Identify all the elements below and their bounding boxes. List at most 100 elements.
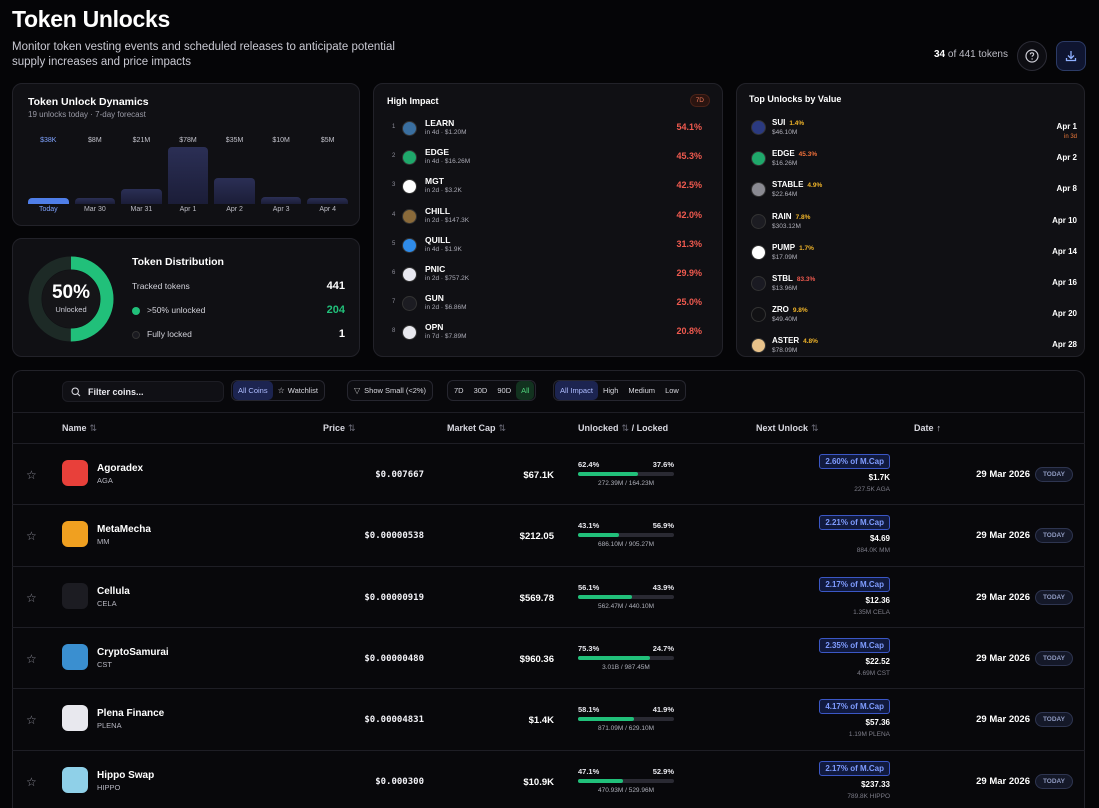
col-name[interactable]: Name ⇅ <box>62 423 97 434</box>
search-icon <box>71 386 81 396</box>
coin-price: $0.00004831 <box>364 715 424 726</box>
ring-percent: 50% <box>51 282 91 303</box>
unlock-value: $78.09M <box>772 347 798 355</box>
col-unlocked-label: Unlocked <box>578 423 619 433</box>
watchlist-star-icon[interactable]: ☆ <box>26 774 37 789</box>
high-impact-item[interactable]: 6 PNIC in 2d · $757.2K 29.9% <box>390 264 710 288</box>
col-unlocked[interactable]: Unlocked ⇅ / Locked <box>578 423 668 434</box>
top-unlock-item[interactable]: SUI 1.4% $46.10M Apr 1 in 3d <box>749 118 1079 144</box>
unlock-date: Apr 16 <box>1052 278 1077 287</box>
table-row[interactable]: ☆ MetaMecha MM $0.00000538 $212.05 43.1% 56.9%… <box>12 504 1085 566</box>
token-logo-icon <box>751 307 766 323</box>
impact-high[interactable]: High <box>602 386 619 395</box>
bar-6[interactable] <box>307 198 348 204</box>
bar-date-label: Apr 2 <box>226 206 243 213</box>
coin-name[interactable]: Hippo Swap <box>97 769 155 781</box>
unlock-value: $22.64M <box>772 191 798 199</box>
range-badge: 7D <box>689 94 710 107</box>
token-logo-icon <box>751 120 766 135</box>
download-button[interactable] <box>1056 41 1086 71</box>
top-unlock-item[interactable]: ASTER 4.8% $78.09M Apr 28 <box>749 336 1079 362</box>
ring-progress <box>28 256 114 342</box>
table-row[interactable]: ☆ Cellula CELA $0.00000919 $569.78 56.1% 43.9%… <box>12 565 1085 628</box>
table-row[interactable]: ☆ Agoradex AGA $0.007667 $67.1K 62.4% 37.6% 272… <box>12 443 1085 505</box>
high-impact-item[interactable]: 5 QUILL in 4d · $1.9K 31.3% <box>390 235 710 259</box>
coin-name[interactable]: Cellula <box>97 585 130 597</box>
unlock-dynamics-card: Token Unlock Dynamics 19 unlocks today ·… <box>12 83 360 226</box>
unlock-date: 29 Mar 2026 <box>976 714 1030 726</box>
unlock-value: $16.26M <box>772 160 798 168</box>
col-date[interactable]: Date ↑ <box>914 423 941 433</box>
supply-percent: 4.8% <box>803 338 818 346</box>
scope-watchlist[interactable]: ☆ Watchlist <box>273 381 323 400</box>
impact-medium[interactable]: Medium <box>628 386 656 395</box>
supply-percent: 45.3% <box>798 151 818 159</box>
range-90d[interactable]: 90D <box>497 386 512 395</box>
top-unlock-item[interactable]: PUMP 1.7% $17.09M Apr 14 <box>749 243 1079 269</box>
watchlist-star-icon[interactable]: ☆ <box>26 651 37 666</box>
table-row[interactable]: ☆ Hippo Swap HIPPO $0.000300 $10.9K 47.1% 52.9… <box>12 749 1085 808</box>
impact-all[interactable]: All Impact <box>555 381 598 400</box>
token-name-line: ASTER 4.8% <box>772 336 818 345</box>
col-price[interactable]: Price ⇅ <box>323 423 356 434</box>
range-30d[interactable]: 30D <box>473 386 488 395</box>
coin-logo-icon <box>62 705 88 732</box>
scope-all-coins[interactable]: All Coins <box>233 381 273 400</box>
watchlist-star-icon[interactable]: ☆ <box>26 468 37 482</box>
bar-4[interactable] <box>214 178 255 204</box>
unlock-amounts: 871.09M / 629.10M <box>597 725 654 733</box>
over-50-label: >50% unlocked <box>147 305 206 315</box>
unlock-value: $49.40M <box>772 316 798 324</box>
range-7d[interactable]: 7D <box>454 386 464 395</box>
table-row[interactable]: ☆ CryptoSamurai CST $0.00000480 $960.36 75.3%… <box>12 626 1085 689</box>
impact-percent: 20.8% <box>676 326 702 337</box>
range-all[interactable]: All <box>516 381 535 400</box>
unlock-amounts: 562.47M / 440.10M <box>597 602 654 610</box>
high-impact-item[interactable]: 3 MGT in 2d · $3.2K 42.5% <box>390 176 710 200</box>
coin-price: $0.007667 <box>375 470 424 480</box>
high-impact-item[interactable]: 1 LEARN in 4d · $1.20M 54.1% <box>390 118 710 142</box>
unlock-date: 29 Mar 2026 <box>976 591 1030 603</box>
show-small-toggle[interactable]: ▽ Show Small (<2%) <box>347 380 434 401</box>
col-date-label: Date <box>914 423 934 433</box>
token-symbol: SUI <box>772 118 786 127</box>
high-impact-item[interactable]: 7 GUN in 2d · $6.86M 25.0% <box>390 293 710 317</box>
coin-name[interactable]: CryptoSamurai <box>97 646 169 658</box>
bar-0[interactable] <box>28 198 69 204</box>
unlock-progress-fill <box>578 655 651 660</box>
unlock-date: 29 Mar 2026 <box>976 775 1030 787</box>
col-next-unlock[interactable]: Next Unlock ⇅ <box>756 423 819 434</box>
watchlist-star-icon[interactable]: ☆ <box>26 529 37 544</box>
high-impact-item[interactable]: 8 OPN in 7d · $7.89M 20.8% <box>390 322 710 346</box>
impact-toggle: All Impact High Medium Low <box>553 380 686 401</box>
unlock-progress-fill <box>578 533 620 538</box>
top-unlock-item[interactable]: ZRO 9.8% $49.40M Apr 20 <box>749 305 1079 331</box>
filter-search[interactable]: Filter coins... <box>62 381 224 402</box>
bar-date-label: Mar 31 <box>130 206 153 213</box>
help-button[interactable] <box>1017 41 1047 71</box>
top-unlock-item[interactable]: EDGE 45.3% $16.26M Apr 2 <box>749 149 1079 175</box>
bar-2[interactable] <box>121 188 162 204</box>
high-impact-item[interactable]: 4 CHILL in 2d · $147.3K 42.0% <box>390 206 710 230</box>
high-impact-item[interactable]: 2 EDGE in 4d · $16.26M 45.3% <box>390 147 710 171</box>
col-market-cap[interactable]: Market Cap ⇅ <box>447 423 506 434</box>
today-badge: TODAY <box>1034 650 1073 666</box>
impact-percent: 42.5% <box>676 180 702 191</box>
coin-name[interactable]: MetaMecha <box>97 524 151 536</box>
top-unlock-item[interactable]: RAIN 7.8% $303.12M Apr 10 <box>749 212 1079 238</box>
watchlist-star-icon[interactable]: ☆ <box>26 590 37 605</box>
bar-5[interactable] <box>260 196 302 204</box>
rank-number: 2 <box>392 153 396 160</box>
watchlist-star-icon[interactable]: ☆ <box>26 713 37 728</box>
top-unlock-item[interactable]: STABLE 4.9% $22.64M Apr 8 <box>749 180 1079 206</box>
bar-3[interactable] <box>167 147 209 204</box>
table-row[interactable]: ☆ Plena Finance PLENA $0.00004831 $1.4K 58.1%… <box>12 688 1085 750</box>
impact-percent: 45.3% <box>676 151 702 162</box>
top-unlock-item[interactable]: STBL 83.3% $13.96M Apr 16 <box>749 274 1079 300</box>
bar-value-label: $10M <box>272 137 290 144</box>
bar-1[interactable] <box>74 198 116 204</box>
coin-name[interactable]: Agoradex <box>97 463 144 474</box>
token-name-line: RAIN 7.8% <box>772 212 810 221</box>
impact-low[interactable]: Low <box>665 386 679 395</box>
coin-name[interactable]: Plena Finance <box>97 708 165 720</box>
